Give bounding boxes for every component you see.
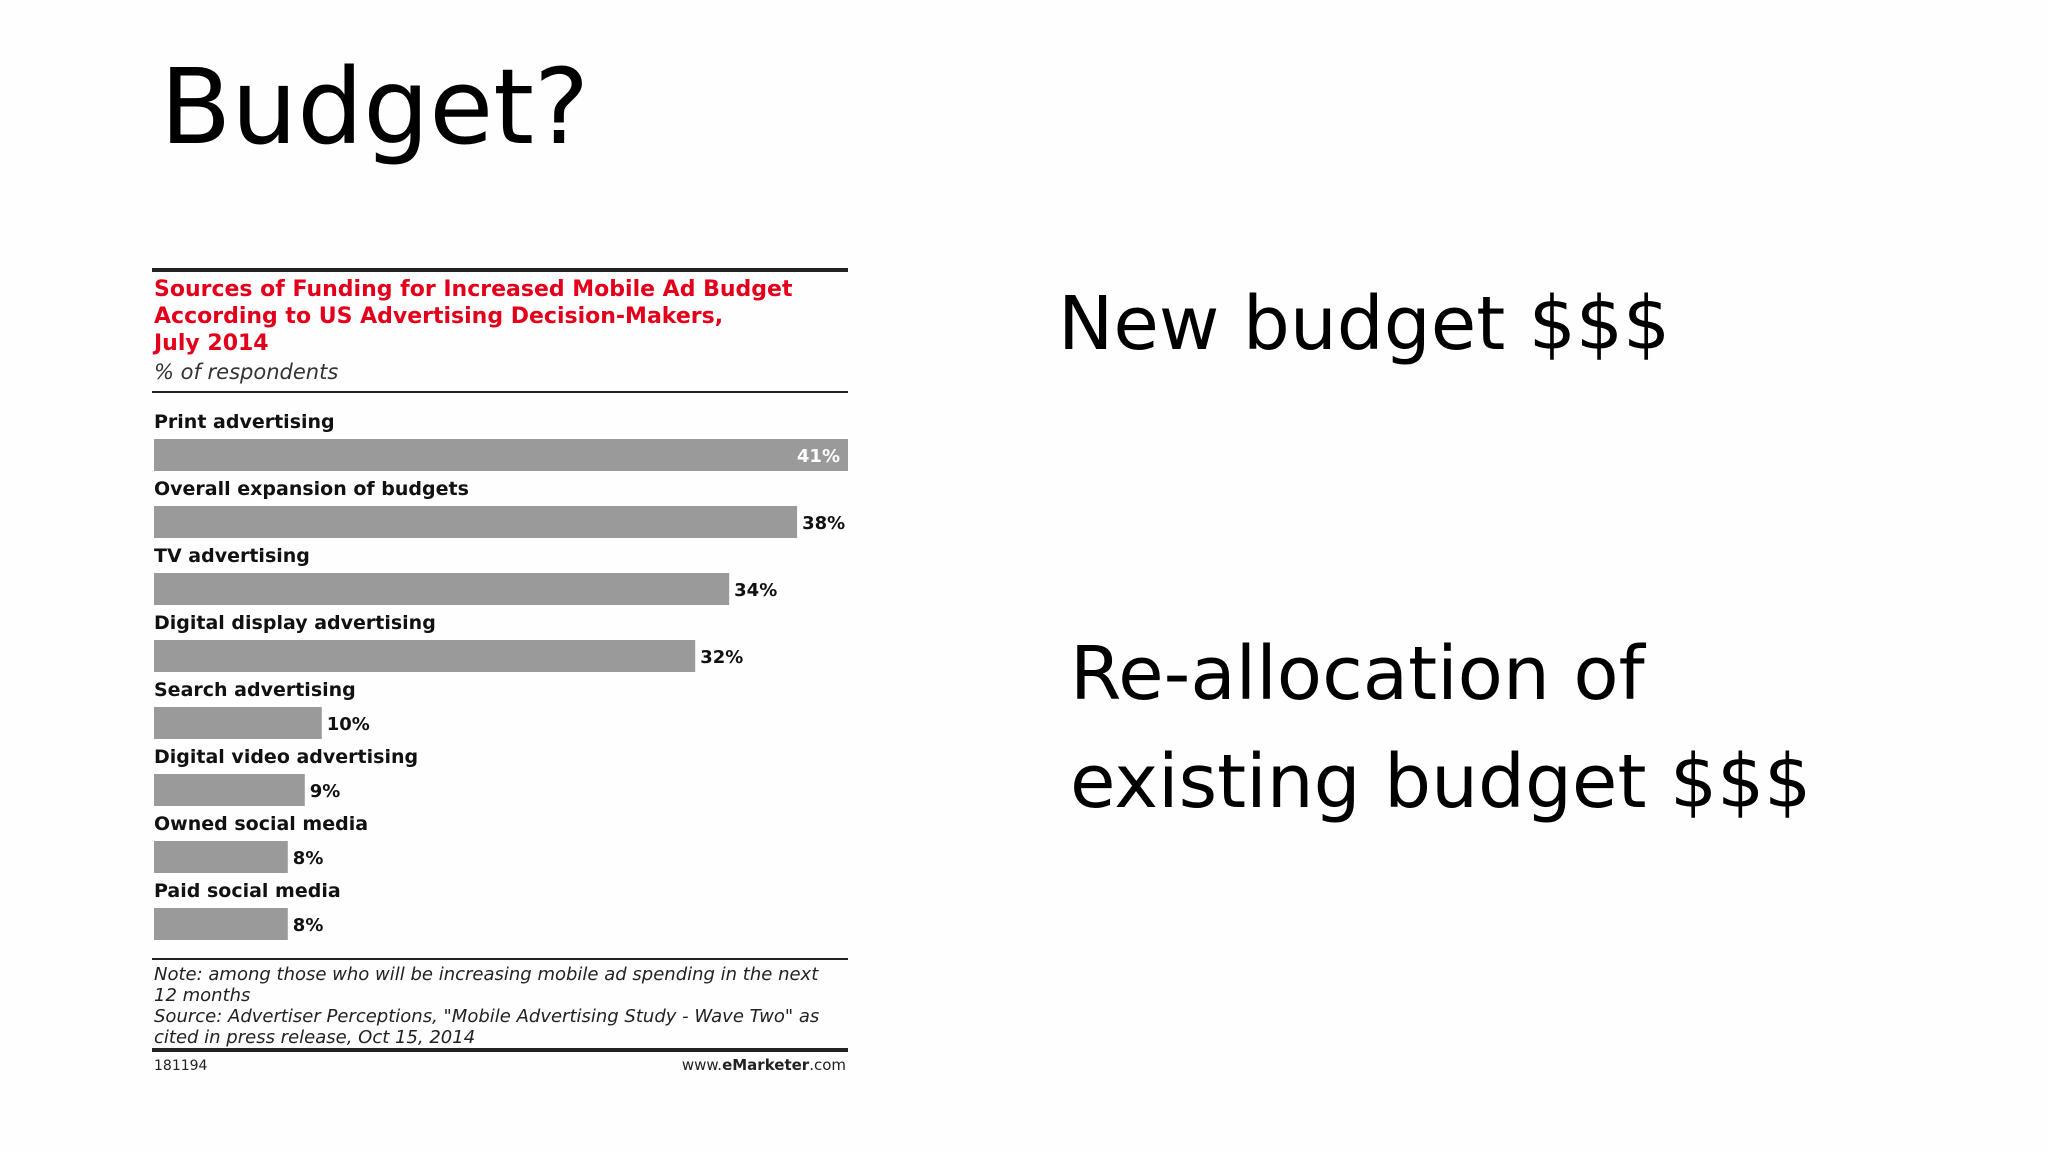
chart-brand-url: www.eMarketer.com xyxy=(682,1056,846,1074)
chart-notes-rule xyxy=(152,958,848,960)
bar xyxy=(154,707,322,739)
chart-title-line: According to US Advertising Decision-Mak… xyxy=(154,304,723,329)
bar xyxy=(154,439,848,471)
bar-value-label: 10% xyxy=(327,714,370,735)
bar xyxy=(154,774,305,806)
chart-note-line: Source: Advertiser Perceptions, "Mobile … xyxy=(154,1006,819,1027)
bar xyxy=(154,506,798,538)
bar-value-label: 38% xyxy=(802,513,845,534)
point-reallocation: Re-allocation of existing budget $$$ xyxy=(1070,620,1811,836)
chart-note-line: Note: among those who will be increasing… xyxy=(154,964,819,985)
bar-category-label: TV advertising xyxy=(154,545,310,567)
bar-value-label: 41% xyxy=(797,446,840,467)
bar-category-label: Paid social media xyxy=(154,880,341,902)
bar-category-label: Overall expansion of budgets xyxy=(154,478,469,500)
point-new-budget: New budget $$$ xyxy=(1058,270,1670,378)
bar xyxy=(154,841,288,873)
bar-category-label: Digital display advertising xyxy=(154,612,436,634)
bar-value-label: 32% xyxy=(700,647,743,668)
chart-note-line: cited in press release, Oct 15, 2014 xyxy=(154,1027,475,1048)
bar-value-label: 34% xyxy=(734,580,777,601)
bar xyxy=(154,908,288,940)
bar xyxy=(154,640,696,672)
bar-category-label: Search advertising xyxy=(154,679,356,701)
bar-category-label: Owned social media xyxy=(154,813,368,835)
bar-category-label: Digital video advertising xyxy=(154,746,418,768)
point-reallocation-line-1: Re-allocation of xyxy=(1070,631,1645,717)
point-reallocation-line-2: existing budget $$$ xyxy=(1070,739,1812,825)
chart-title-line: July 2014 xyxy=(152,331,269,356)
chart-svg: Sources of Funding for Increased Mobile … xyxy=(152,268,848,1074)
bar-value-label: 8% xyxy=(293,915,324,936)
chart-title-line: Sources of Funding for Increased Mobile … xyxy=(154,277,793,302)
chart-figure: Sources of Funding for Increased Mobile … xyxy=(152,268,848,1074)
chart-header-rule xyxy=(152,391,848,393)
bar-value-label: 9% xyxy=(310,781,341,802)
chart-subtitle: % of respondents xyxy=(154,360,338,384)
chart-top-rule xyxy=(152,268,848,272)
chart-id: 181194 xyxy=(154,1058,208,1074)
slide-title: Budget? xyxy=(160,46,590,168)
chart-note-line: 12 months xyxy=(154,985,250,1006)
chart-bottom-rule xyxy=(152,1048,848,1052)
point-new-budget-text: New budget $$$ xyxy=(1058,281,1671,367)
bar-value-label: 8% xyxy=(293,848,324,869)
bar xyxy=(154,573,730,605)
bar-category-label: Print advertising xyxy=(154,411,335,433)
